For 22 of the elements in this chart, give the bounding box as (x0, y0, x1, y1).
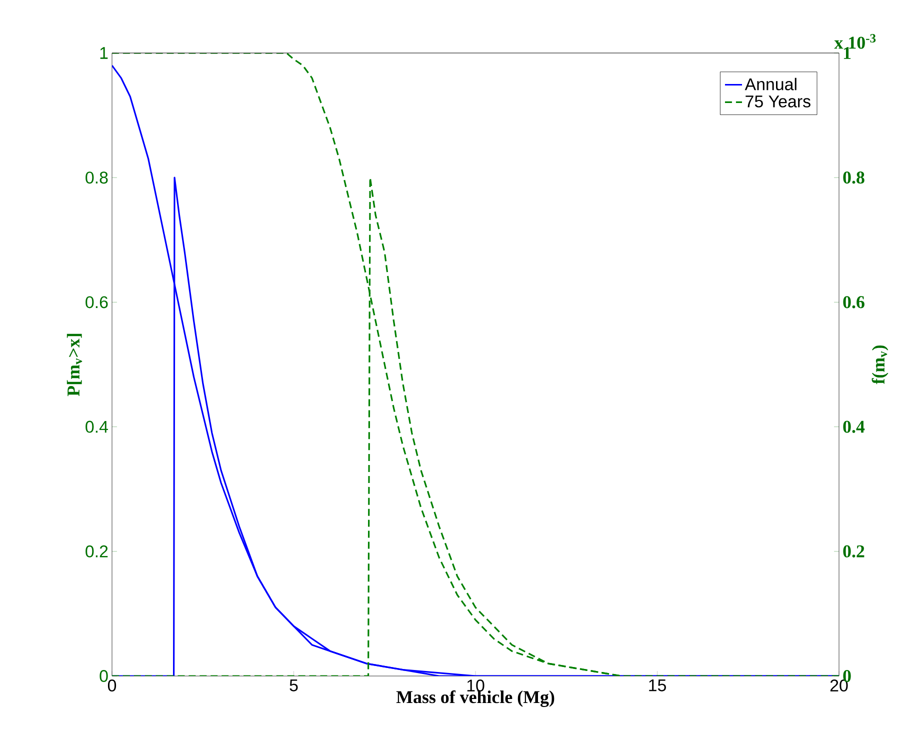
y2-tick-label: 0.4 (843, 420, 865, 433)
x-tick-label: 0 (108, 680, 116, 692)
y-tick-label: 0.8 (86, 172, 108, 184)
legend-label: Annual (744, 78, 796, 90)
x-tick-label: 5 (290, 680, 298, 692)
x-axis-title: Mass of vehicle (Mg) (396, 690, 554, 707)
y-tick-label: 0 (100, 670, 108, 682)
y2-tick-label: 1 (844, 47, 851, 59)
y2-tick-label: 0.8 (843, 172, 864, 184)
y-tick-label: 0.6 (86, 296, 108, 308)
y-tick-label: 1 (100, 47, 108, 59)
x-tick-label: 15 (649, 680, 666, 692)
y-axis-title: P[m$_{v}$>x] (66, 334, 82, 396)
y2-tick-label: 0.2 (843, 545, 864, 558)
x-tick-label: 10 (467, 680, 484, 692)
y-tick-label: 0.4 (86, 420, 108, 433)
legend-label: 75 Years (746, 96, 810, 108)
y2-axis-title: f(m$_{v}$) (872, 345, 888, 384)
x-tick-label: 20 (830, 680, 848, 692)
y2-tick-label: 0.6 (843, 296, 864, 308)
y2-tick-label: 0 (843, 670, 851, 682)
y-tick-label: 0.2 (86, 545, 108, 558)
